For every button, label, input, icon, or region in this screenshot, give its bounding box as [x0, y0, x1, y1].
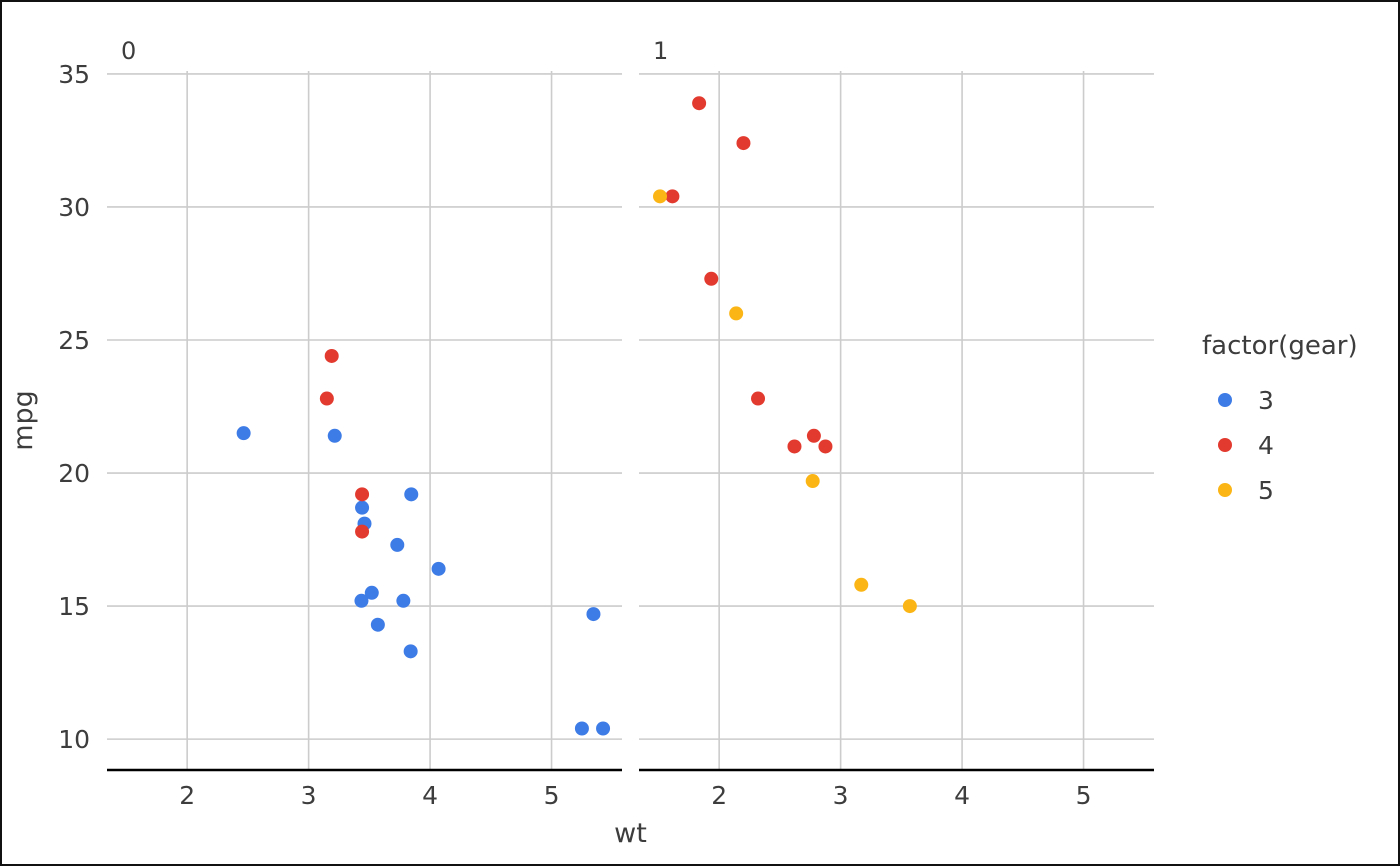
- data-point: [354, 593, 369, 608]
- data-point: [431, 561, 446, 576]
- data-point: [574, 721, 589, 736]
- x-tick-label: 4: [422, 781, 438, 810]
- facet-label: 0: [121, 37, 136, 65]
- facet-label: 1: [653, 37, 668, 65]
- data-point: [396, 593, 411, 608]
- legend-key-4: [1218, 438, 1232, 452]
- data-point: [355, 524, 370, 539]
- data-point: [854, 577, 869, 592]
- x-axis-title: wt: [614, 818, 647, 849]
- y-tick-label: 25: [58, 326, 90, 355]
- data-point: [805, 474, 820, 489]
- x-tick-label: 3: [301, 781, 317, 810]
- data-point: [355, 487, 370, 502]
- legend-label: 5: [1258, 476, 1274, 505]
- legend-key-5: [1218, 483, 1232, 497]
- data-point: [704, 271, 719, 286]
- legend: factor(gear) 3 4 5: [1202, 331, 1358, 505]
- data-point: [236, 426, 251, 441]
- data-point: [327, 428, 342, 443]
- data-point: [902, 599, 917, 614]
- data-point: [404, 487, 419, 502]
- data-point: [586, 607, 601, 622]
- data-point: [751, 391, 766, 406]
- y-tick-label: 15: [58, 592, 90, 621]
- data-point: [390, 537, 405, 552]
- data-point: [787, 439, 802, 454]
- y-tick-label: 20: [58, 459, 90, 488]
- data-point: [355, 500, 370, 515]
- series-gear-5: [653, 189, 917, 614]
- data-point: [370, 617, 385, 632]
- data-point: [806, 428, 821, 443]
- legend-key-3: [1218, 393, 1232, 407]
- series-gear-4: [319, 96, 833, 539]
- x-tick-label: 5: [1076, 781, 1092, 810]
- data-point: [818, 439, 833, 454]
- series-gear-3: [236, 426, 611, 736]
- y-axis-title: mpg: [8, 390, 39, 451]
- x-tick-label: 5: [544, 781, 560, 810]
- y-tick-label: 30: [58, 193, 90, 222]
- data-point: [364, 585, 379, 600]
- x-tick-label: 4: [954, 781, 970, 810]
- facet-panel-1: 2 3 4 5 1: [639, 37, 1154, 810]
- x-tick-label: 3: [833, 781, 849, 810]
- facet-panel-0: 2 3 4 5 0: [107, 37, 622, 810]
- data-point: [665, 189, 680, 204]
- x-tick-label: 2: [179, 781, 195, 810]
- data-point: [324, 348, 339, 363]
- data-point: [319, 391, 334, 406]
- x-tick-label: 2: [711, 781, 727, 810]
- data-point: [692, 96, 707, 111]
- y-tick-label: 35: [58, 60, 90, 89]
- legend-title: factor(gear): [1202, 331, 1358, 361]
- y-tick-label: 10: [58, 725, 90, 754]
- data-point: [729, 306, 744, 321]
- data-point: [403, 644, 418, 659]
- legend-label: 4: [1258, 431, 1274, 460]
- data-point: [653, 189, 668, 204]
- data-point: [736, 136, 751, 151]
- data-point: [596, 721, 611, 736]
- legend-label: 3: [1258, 386, 1274, 415]
